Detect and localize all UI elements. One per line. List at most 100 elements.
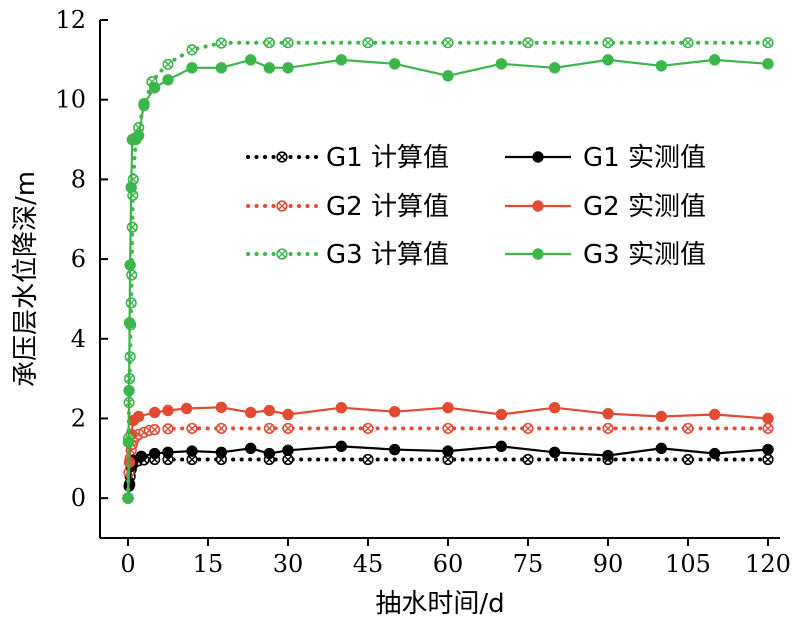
data-point (682, 453, 694, 466)
data-point (762, 443, 774, 456)
data-point (263, 37, 275, 49)
legend-entry: G3 实测值 (505, 240, 706, 270)
series-line (126, 457, 770, 501)
data-point (335, 402, 348, 414)
data-point (123, 456, 136, 468)
data-point (388, 405, 401, 418)
legend-label: G3 实测值 (583, 240, 706, 270)
data-point (548, 62, 561, 74)
data-point (123, 384, 135, 397)
data-point (263, 404, 276, 417)
data-point (215, 37, 227, 49)
data-point (148, 406, 161, 419)
x-tick-label: 120 (745, 550, 791, 578)
data-point (548, 402, 561, 414)
data-point (442, 70, 454, 82)
y-tick-label: 8 (71, 165, 86, 193)
data-point (162, 404, 174, 417)
data-point (148, 82, 161, 94)
data-point (495, 440, 508, 453)
data-point (602, 422, 614, 435)
legend-label: G3 计算值 (326, 240, 449, 270)
data-point (149, 424, 161, 436)
x-axis-title: 抽水时间/d (375, 589, 504, 619)
data-point (708, 54, 721, 66)
legend-label: G1 计算值 (326, 143, 449, 173)
data-point (162, 74, 174, 86)
series-2 (122, 440, 774, 504)
data-point (215, 401, 228, 414)
legend-label: G2 计算值 (326, 192, 449, 222)
data-point (138, 97, 150, 110)
data-point (186, 44, 198, 56)
data-point (335, 54, 348, 66)
data-point (655, 60, 668, 72)
data-point (282, 422, 294, 435)
data-point (124, 259, 136, 271)
data-point (148, 447, 161, 460)
data-point (442, 37, 454, 49)
legend-entry: G2 计算值 (246, 192, 449, 222)
data-point (244, 54, 257, 66)
data-point (180, 402, 193, 415)
data-point (442, 453, 454, 466)
data-point (762, 422, 774, 435)
x-tick-label: 60 (433, 550, 464, 578)
data-point (522, 37, 534, 49)
data-point (244, 442, 257, 455)
data-point (762, 412, 774, 425)
legend-swatch-marker (532, 151, 544, 163)
data-point (125, 297, 137, 309)
data-point (282, 453, 294, 466)
data-point (362, 422, 374, 435)
y-axis-ticks: 0 2 4 6 8 10 12 (55, 6, 108, 512)
data-point (362, 37, 374, 49)
data-point (132, 129, 145, 142)
data-point (282, 444, 294, 457)
series-4 (122, 401, 774, 504)
data-point (548, 446, 561, 459)
data-point (602, 407, 614, 420)
data-point (215, 62, 228, 74)
y-tick-label: 10 (55, 86, 86, 114)
data-point (132, 410, 145, 423)
data-point (282, 62, 294, 74)
data-point (362, 453, 374, 466)
data-point (263, 447, 276, 460)
data-point (762, 453, 774, 466)
x-tick-label: 15 (193, 550, 224, 578)
y-tick-label: 4 (71, 325, 86, 353)
series-1 (122, 453, 774, 504)
legend-entry: G1 实测值 (505, 143, 706, 173)
x-tick-label: 105 (665, 550, 711, 578)
data-point (682, 37, 694, 49)
data-point (442, 445, 454, 457)
legend-entry: G3 计算值 (246, 240, 449, 270)
legend-swatch-marker (276, 248, 288, 260)
x-tick-label: 90 (593, 550, 624, 578)
legend-swatch-marker (276, 200, 288, 212)
x-tick-label: 45 (353, 550, 384, 578)
data-point (186, 422, 198, 435)
x-tick-label: 30 (273, 550, 304, 578)
data-point (162, 446, 174, 459)
data-point (602, 37, 614, 49)
data-point (122, 436, 135, 449)
legend-swatch-marker (532, 200, 544, 212)
data-point (215, 446, 228, 459)
series-6 (122, 54, 774, 504)
data-point (126, 221, 138, 233)
data-point (495, 58, 508, 70)
data-point (495, 408, 508, 421)
data-point (388, 443, 401, 456)
data-point (282, 408, 294, 421)
series-line (126, 426, 770, 501)
data-point (655, 410, 668, 423)
data-point (263, 62, 276, 74)
data-point (442, 422, 454, 435)
y-tick-label: 0 (71, 484, 86, 512)
legend-label: G2 实测值 (583, 192, 706, 222)
data-point (602, 449, 614, 462)
legend-swatch-marker (276, 151, 288, 163)
y-tick-label: 2 (71, 404, 86, 432)
